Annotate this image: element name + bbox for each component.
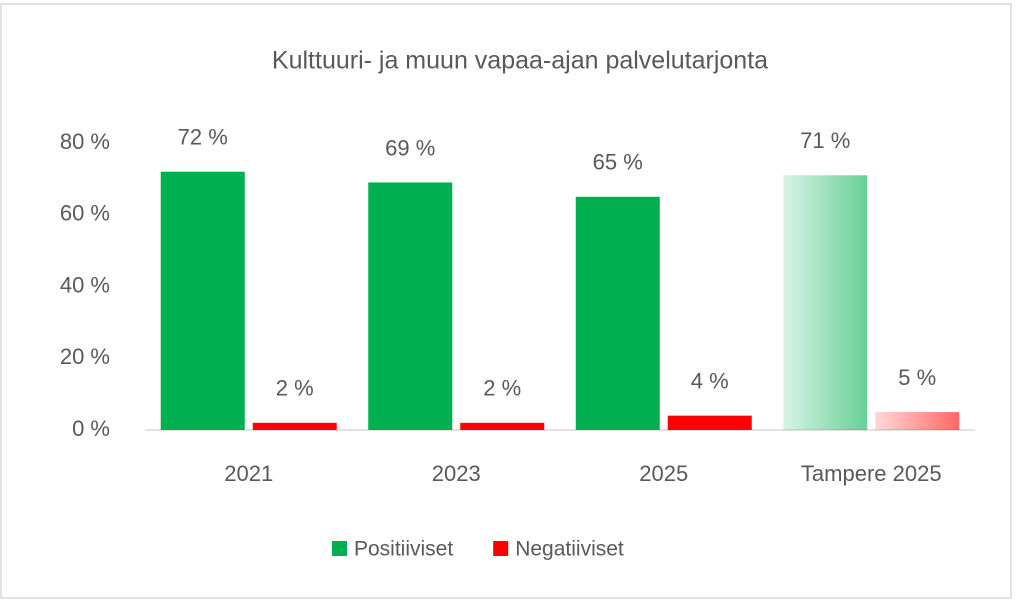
x-tick-label: 2021 (224, 461, 273, 486)
y-tick-label: 0 % (72, 416, 110, 441)
bar (875, 412, 960, 430)
bar (252, 422, 337, 430)
legend-swatch (493, 541, 509, 556)
x-tick-label: 2025 (639, 461, 688, 486)
bar (368, 182, 453, 430)
y-tick-label: 20 % (60, 344, 110, 369)
data-label: 69 % (385, 135, 435, 160)
data-label: 5 % (898, 365, 936, 390)
data-label: 4 % (691, 368, 729, 393)
data-label: 2 % (276, 376, 314, 401)
x-tick-label: Tampere 2025 (801, 461, 942, 486)
legend-label: Positiiviset (354, 538, 453, 561)
bar (575, 196, 660, 430)
y-tick-label: 60 % (60, 201, 110, 226)
legend-label: Negatiiviset (515, 538, 624, 561)
data-label: 72 % (178, 125, 228, 150)
y-tick-label: 80 % (60, 129, 110, 154)
bar (667, 415, 752, 430)
legend-swatch (332, 541, 347, 556)
data-label: 2 % (483, 376, 521, 401)
bar (783, 175, 868, 430)
chart-title: Kulttuuri- ja muun vapaa-ajan palvelutar… (272, 47, 768, 75)
data-label: 65 % (593, 150, 643, 175)
data-label: 71 % (800, 128, 850, 153)
bar (160, 171, 245, 430)
y-tick-label: 40 % (60, 272, 110, 297)
x-tick-label: 2023 (432, 461, 481, 486)
bar (460, 422, 545, 430)
